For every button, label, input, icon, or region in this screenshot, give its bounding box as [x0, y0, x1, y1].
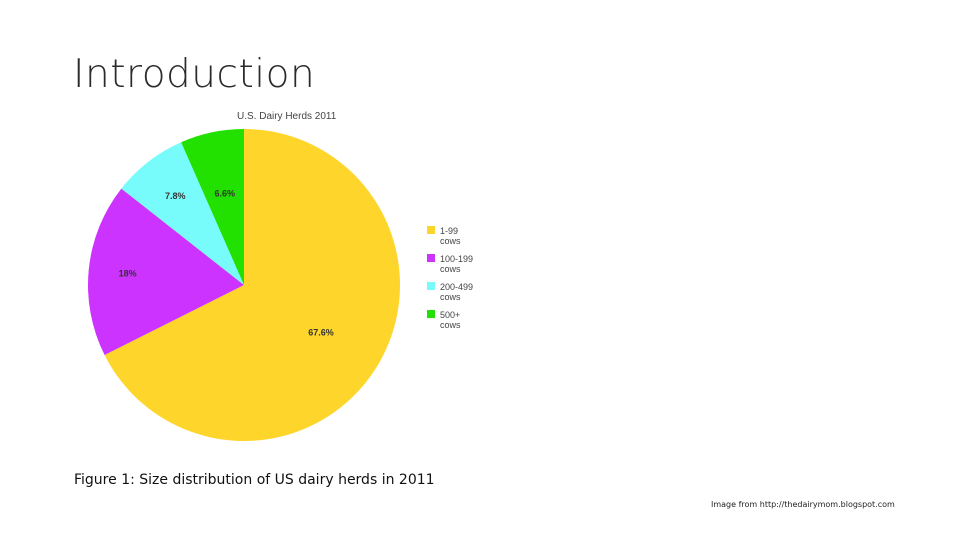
slice-label-100-199-cows: 18% — [119, 268, 137, 278]
pie-slice-100-199-cows — [87, 188, 244, 355]
pie-slices — [87, 129, 400, 442]
figure-caption: Figure 1: Size distribution of US dairy … — [74, 472, 435, 488]
slice-label-1-99-cows: 67.6% — [308, 328, 334, 338]
legend-label-1-99-cows: 1-99 cows — [440, 226, 461, 246]
pie-slice-200-499-cows — [121, 142, 244, 285]
legend-label-500-cows: 500+ cows — [440, 310, 461, 330]
legend-swatch-100-199-cows — [427, 254, 435, 262]
legend: 1-99 cows 100-199 cows 200-499 cows 500+ cows — [427, 226, 473, 330]
legend-swatch-1-99-cows — [427, 226, 435, 234]
slice-label-500-cows: 6.6% — [214, 188, 235, 198]
legend-swatch-500-cows — [427, 310, 435, 318]
slice-label-200-499-cows: 7.8% — [165, 191, 186, 201]
legend-label-200-499-cows: 200-499 cows — [440, 282, 473, 302]
legend-label-100-199-cows: 100-199 cows — [440, 254, 473, 274]
pie-slice-1-99-cows — [104, 129, 400, 442]
chart-title: U.S. Dairy Herds 2011 — [237, 111, 337, 122]
image-credit: Image from http://thedairymom.blogspot.c… — [711, 500, 895, 509]
slide-title: Introduction — [73, 52, 316, 97]
pie-slice-labels: 67.6% 18% 7.8% 6.6% — [119, 188, 334, 337]
pie-slice-500-cows — [181, 129, 244, 285]
legend-swatch-200-499-cows — [427, 282, 435, 290]
